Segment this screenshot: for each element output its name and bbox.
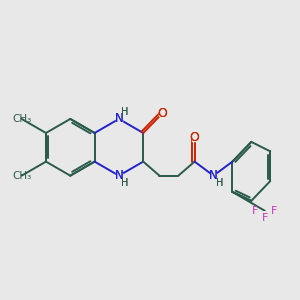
Text: F: F <box>271 206 278 216</box>
Text: H: H <box>216 178 223 188</box>
Text: H: H <box>121 178 129 188</box>
Text: O: O <box>190 131 200 144</box>
Text: O: O <box>157 107 167 120</box>
Text: N: N <box>209 169 218 182</box>
Text: CH₃: CH₃ <box>12 171 31 181</box>
Text: O: O <box>157 107 167 120</box>
Text: N: N <box>115 169 123 182</box>
Text: N: N <box>115 112 123 125</box>
Text: H: H <box>121 178 129 188</box>
Text: H: H <box>121 107 129 117</box>
Text: O: O <box>190 131 200 144</box>
Text: N: N <box>115 112 123 125</box>
Text: CH₃: CH₃ <box>12 114 31 124</box>
Bar <box>211 173 217 178</box>
Bar <box>159 111 165 116</box>
Text: H: H <box>216 178 223 188</box>
Text: H: H <box>121 107 129 117</box>
Bar <box>116 116 122 122</box>
Bar <box>192 135 198 141</box>
Text: F: F <box>252 206 259 216</box>
Text: N: N <box>209 169 218 182</box>
Text: F: F <box>262 213 268 223</box>
Bar <box>116 173 122 178</box>
Text: N: N <box>115 169 123 182</box>
